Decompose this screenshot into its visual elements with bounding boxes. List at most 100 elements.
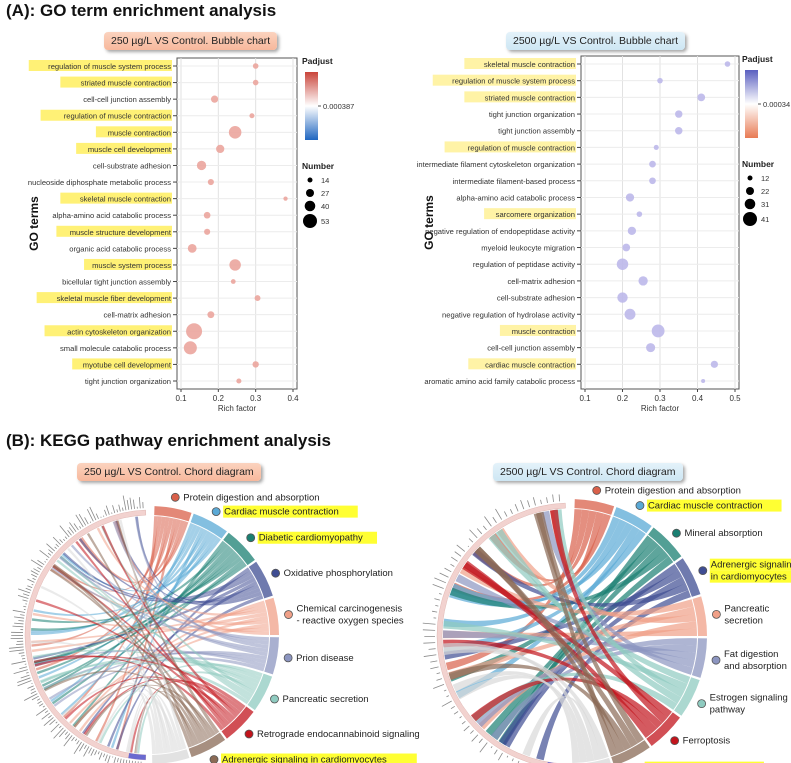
term-highlight <box>60 76 172 88</box>
pathway-sector <box>223 532 255 566</box>
gene-label <box>433 684 445 689</box>
gene-label <box>468 538 474 543</box>
gene-label <box>83 746 90 757</box>
gene-label <box>431 610 438 613</box>
chord-ribbon <box>56 559 254 698</box>
gene-label <box>44 710 49 714</box>
gene-label <box>432 584 444 589</box>
chord-ribbon <box>443 620 688 691</box>
gene-label <box>132 499 135 509</box>
go-term-label: muscle contraction <box>108 128 171 137</box>
gene-label <box>98 752 103 760</box>
gene-label <box>55 543 59 548</box>
gene-label <box>105 505 110 515</box>
pathway-sector <box>264 637 279 675</box>
chord-ribbon <box>61 537 221 592</box>
pathway-marker <box>711 655 721 665</box>
gene-label <box>64 731 68 735</box>
size-legend-dot <box>306 189 314 197</box>
chord-ribbon <box>533 512 618 757</box>
gene-label <box>540 499 542 505</box>
chord-ribbon <box>134 691 203 754</box>
gene-label <box>131 760 133 763</box>
chord-ribbon <box>116 518 178 750</box>
chord-ribbon <box>59 555 252 702</box>
gene-label <box>467 545 469 548</box>
gene-label <box>37 566 42 570</box>
color-legend-bar <box>305 72 318 140</box>
gene-label <box>90 748 95 756</box>
size-legend-label: 40 <box>321 202 329 211</box>
pathway-marker <box>712 609 721 619</box>
gene-label <box>118 504 121 512</box>
gene-label <box>128 760 131 763</box>
pathway-label: - reactive oxygen species <box>296 616 403 627</box>
x-tick-label: 0.5 <box>729 394 741 403</box>
gene-label <box>68 527 75 534</box>
chord-ribbon <box>83 678 241 736</box>
gene-label <box>94 750 98 756</box>
gene-label <box>97 751 100 755</box>
pathway-label: Cardiac muscle contraction <box>224 507 339 518</box>
gene-label <box>439 572 449 578</box>
chord-ribbon <box>476 638 697 728</box>
chord-ribbon <box>449 550 669 609</box>
chord-ribbon <box>85 684 217 737</box>
gene-label <box>113 757 117 763</box>
term-highlight <box>432 74 576 86</box>
chord-ribbon <box>127 692 183 753</box>
gene-label <box>50 723 60 733</box>
size-legend-title: Number <box>302 161 335 171</box>
color-legend-title: Padjust <box>302 56 333 66</box>
chord-ribbon <box>33 655 225 731</box>
data-bubble <box>627 226 637 235</box>
pathway-sector <box>152 749 190 763</box>
pathway-sector <box>154 506 192 522</box>
pathway-label: Prion disease <box>296 653 354 664</box>
go-chart-2500-title: 2500 µg/L VS Control. Bubble chart <box>506 32 686 50</box>
gene-label <box>73 741 82 755</box>
gene-label <box>122 495 127 511</box>
gene-label <box>15 643 24 646</box>
data-bubble <box>236 378 242 384</box>
size-legend-title: Number <box>742 159 775 169</box>
go-term-label: intermediate filament cytoskeleton organ… <box>417 160 575 169</box>
pathway-label: Chemical carcinogenesis <box>296 604 402 615</box>
size-legend-label: 22 <box>761 187 769 196</box>
pathway-sector <box>613 507 652 534</box>
go-term-label: striated muscle contraction <box>81 79 171 88</box>
data-bubble <box>252 79 259 86</box>
gene-label <box>47 552 52 556</box>
gene-label <box>503 511 508 517</box>
gene-label <box>54 546 57 550</box>
gene-label <box>95 513 99 520</box>
go-term-label: muscle system process <box>92 261 171 270</box>
gene-label <box>18 588 31 594</box>
gene-label <box>494 749 498 755</box>
gene-label <box>116 509 118 513</box>
gene-label <box>11 660 26 665</box>
pathway-sector <box>611 740 650 763</box>
chord-ribbon <box>455 574 695 668</box>
data-bubble <box>653 144 659 150</box>
gene-label <box>32 577 36 581</box>
data-bubble <box>230 279 236 284</box>
gene-label <box>22 599 28 602</box>
gene-label <box>476 528 483 535</box>
chord-ribbon <box>48 650 268 700</box>
pathway-label: Ferroptosis <box>683 736 731 747</box>
gene-label <box>446 695 450 698</box>
data-bubble <box>254 295 261 302</box>
chord-2500-title: 2500 µg/L VS Control. Chord diagram <box>493 463 683 481</box>
chord-ribbon <box>114 520 263 606</box>
gene-label <box>546 497 548 503</box>
gene-label <box>69 522 77 532</box>
data-bubble <box>624 308 636 320</box>
chord-ribbon <box>474 546 625 754</box>
section-a-title: (A): GO term enrichment analysis <box>6 1 277 20</box>
gene-label <box>450 705 455 709</box>
gene-label <box>63 538 66 542</box>
chord-ribbon <box>31 611 268 653</box>
data-bubble <box>651 324 665 338</box>
